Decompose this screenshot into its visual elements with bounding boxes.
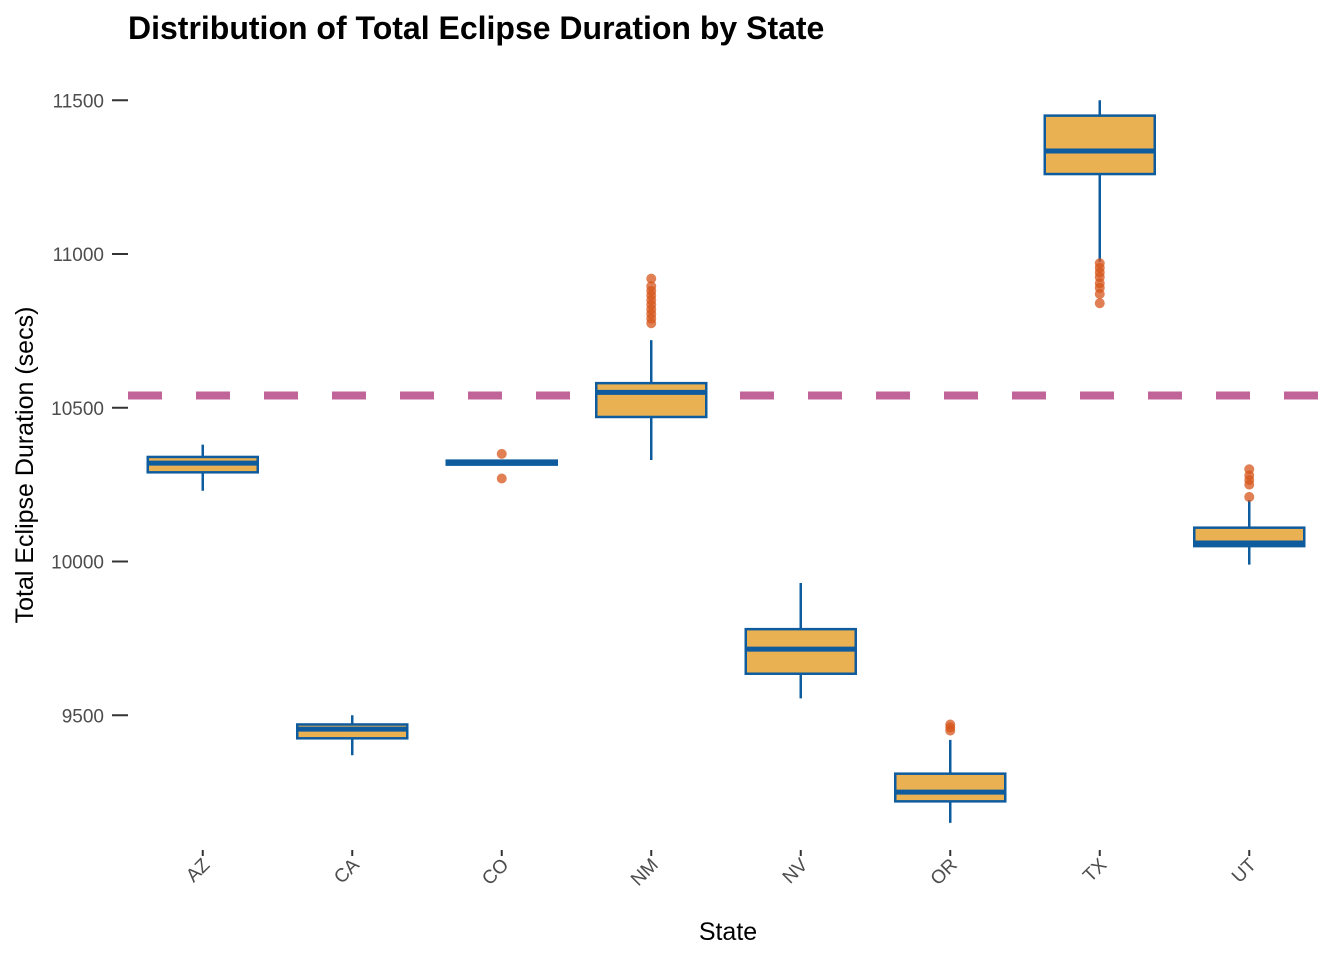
box-iqr bbox=[894, 772, 1007, 803]
outlier-point bbox=[496, 448, 507, 459]
y-tick-label: 9500 bbox=[62, 706, 104, 727]
box-iqr bbox=[1043, 114, 1156, 176]
y-tick-label: 11000 bbox=[53, 245, 104, 266]
box-UT bbox=[1193, 464, 1306, 565]
x-tick-label: UT bbox=[1228, 854, 1261, 887]
y-tick-label: 10000 bbox=[51, 553, 104, 574]
outlier-point bbox=[1244, 479, 1255, 490]
outlier-point bbox=[1094, 288, 1105, 299]
outlier-point bbox=[1094, 298, 1105, 309]
x-axis-title: State bbox=[699, 918, 757, 946]
box-AZ bbox=[146, 444, 259, 491]
box-NM bbox=[595, 273, 708, 461]
y-axis: 9500 10000 10500 11000 11500 bbox=[51, 91, 128, 727]
x-tick-label: CA bbox=[330, 854, 364, 888]
chart-title: Distribution of Total Eclipse Duration b… bbox=[128, 10, 825, 46]
x-tick-label: NM bbox=[627, 855, 663, 891]
x-tick-label: NV bbox=[779, 854, 813, 888]
x-tick-label: TX bbox=[1079, 854, 1111, 886]
x-tick-label: OR bbox=[927, 855, 962, 890]
box-CA bbox=[296, 715, 409, 756]
box-iqr bbox=[595, 381, 708, 419]
box-CO bbox=[445, 448, 558, 484]
y-axis-title: Total Eclipse Duration (secs) bbox=[11, 307, 39, 624]
box-OR bbox=[894, 719, 1007, 823]
outlier-point bbox=[1244, 491, 1255, 502]
x-tick-label: AZ bbox=[182, 854, 214, 886]
x-axis: AZ CA CO NM NV OR TX UT bbox=[182, 850, 1261, 890]
outlier-point bbox=[945, 725, 956, 736]
y-tick-label: 11500 bbox=[53, 91, 104, 112]
box-TX bbox=[1043, 100, 1156, 309]
x-tick-label: CO bbox=[478, 855, 513, 890]
outlier-point bbox=[646, 273, 657, 284]
y-tick-label: 10500 bbox=[51, 399, 104, 420]
boxes-layer bbox=[146, 100, 1306, 823]
outlier-point bbox=[646, 318, 657, 329]
outlier-point bbox=[496, 473, 507, 484]
box-NV bbox=[744, 583, 857, 699]
